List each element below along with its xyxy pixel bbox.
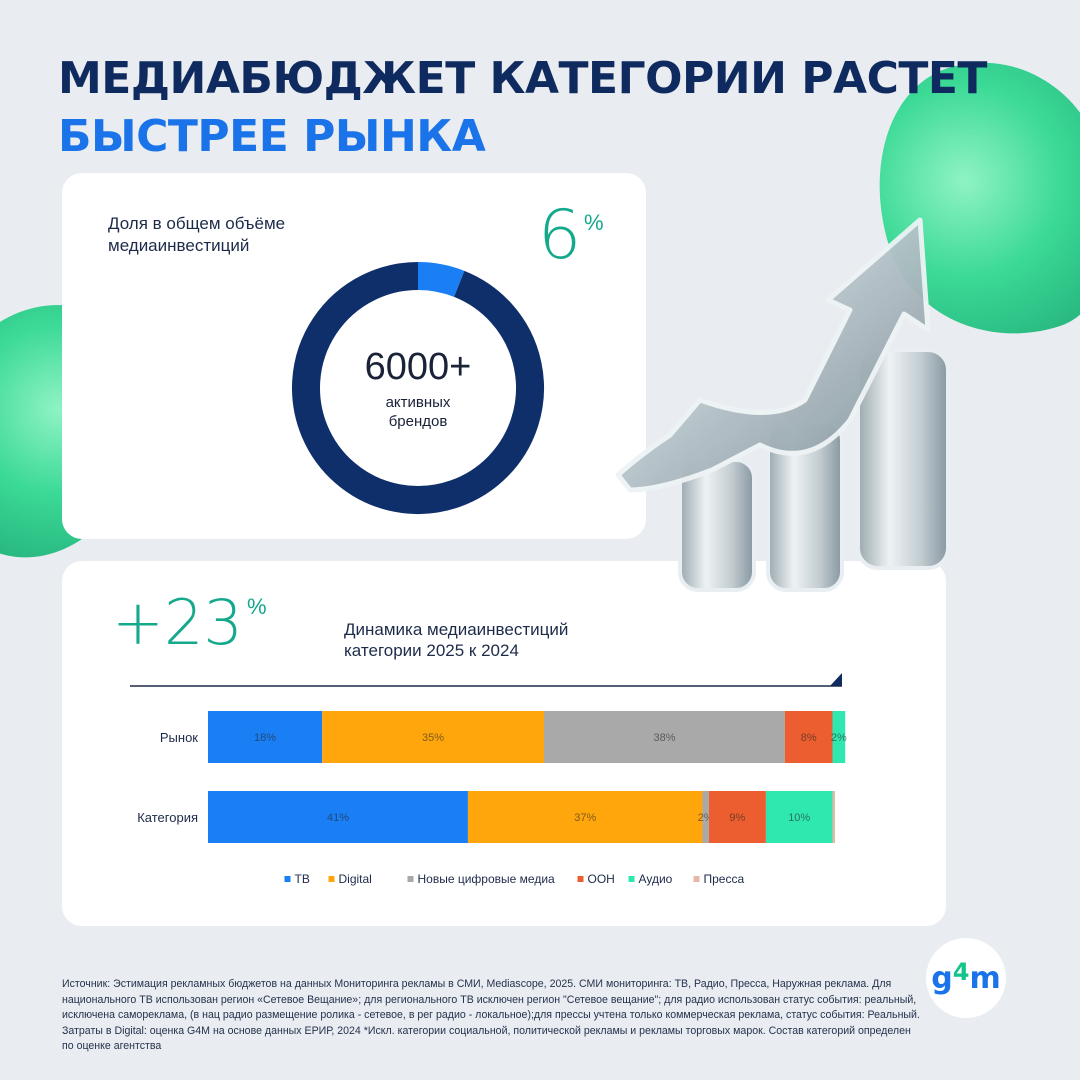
growth-value: +23 [112, 586, 243, 659]
share-value: 6 [538, 196, 582, 275]
bar-segment [467, 791, 703, 843]
legend-label: Пресса [704, 872, 745, 886]
growth-unit: % [247, 594, 267, 619]
data-label: 9% [729, 812, 745, 824]
category-label: Рынок [160, 730, 198, 745]
legend-swatch [693, 876, 700, 882]
legend-swatch [284, 876, 291, 882]
graphic-bar [856, 348, 950, 570]
legend-label: ТВ [295, 872, 310, 886]
data-label: 2% [831, 732, 847, 744]
logo-letter: m [969, 960, 1001, 996]
data-label: 10% [788, 812, 810, 824]
title-line-2: БЫСТРЕЕ РЫНКА [58, 111, 486, 162]
donut-center: 6000+ активных брендов [330, 345, 506, 431]
data-label: 37% [574, 812, 596, 824]
legend-label: Аудио [639, 872, 673, 886]
stacked-bar-chart: Рынок 18% 35% 38% 8% 2%Категория 41% 37% 2% 9% 10%… [130, 673, 847, 886]
legend-swatch [628, 876, 635, 882]
legend-swatch [407, 876, 414, 882]
title-line-1: МЕДИАБЮДЖЕТ КАТЕГОРИИ РАСТЕТ [58, 53, 987, 104]
data-label: 41% [327, 812, 349, 824]
legend-swatch [328, 876, 335, 882]
logo-letter: g [931, 960, 953, 996]
growth-label: Динамика медиаинвестиций категории 2025 … [344, 620, 569, 660]
category-label: Категория [137, 810, 198, 825]
donut-slice [292, 262, 544, 514]
legend-label: Новые цифровые медиа [418, 872, 556, 886]
bar-segment [832, 711, 846, 763]
bar-segment [208, 711, 323, 763]
logo-letter: 4 [952, 958, 970, 986]
bar-segment [832, 791, 836, 843]
bar-segment [208, 791, 468, 843]
data-label: 38% [653, 732, 675, 744]
legend-label: Digital [339, 872, 372, 886]
share-unit: % [584, 210, 604, 235]
bar-segment [765, 791, 833, 843]
donut-slice [417, 262, 465, 298]
chart-separator-marker [830, 673, 842, 686]
data-label: 18% [254, 732, 276, 744]
brands-count: 6000+ [364, 346, 472, 388]
bar-segment [784, 711, 833, 763]
legend-label: OOH [588, 872, 615, 886]
bar-segment [702, 791, 709, 843]
source-footnote: Источник: Эстимация рекламных бюджетов н… [62, 978, 920, 1052]
bar-segment [544, 711, 785, 763]
graphic-arrow [615, 217, 931, 493]
legend-swatch [577, 876, 584, 882]
brands-label: активных брендов [385, 394, 451, 430]
data-label: 8% [801, 732, 817, 744]
share-donut-chart [292, 262, 544, 514]
share-label: Доля в общем объёме медиаинвестиций [108, 214, 286, 255]
bar-segment [322, 711, 545, 763]
page-title: МЕДИАБЮДЖЕТ КАТЕГОРИИ РАСТЕТ БЫСТРЕЕ РЫН… [58, 50, 987, 166]
growth-arrow-icon [615, 217, 950, 592]
data-label: 35% [422, 732, 444, 744]
bar-segment [708, 791, 766, 843]
